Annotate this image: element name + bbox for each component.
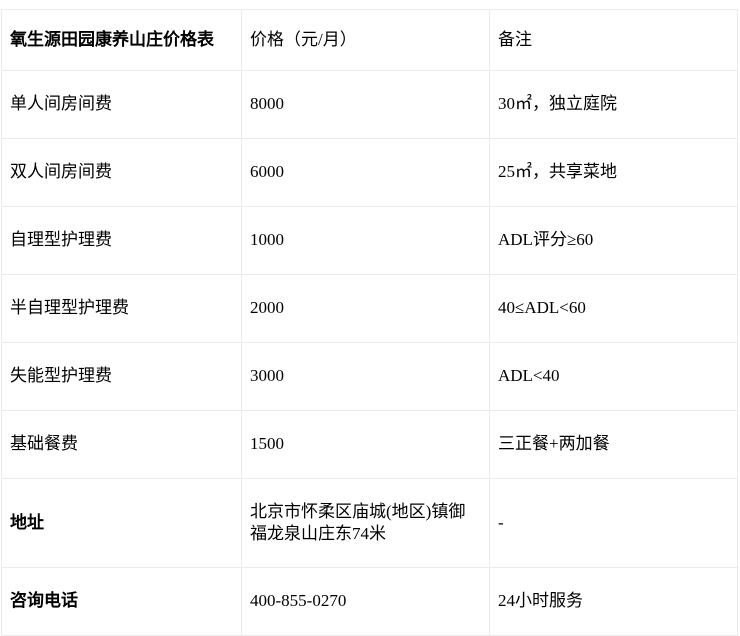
row-note: - — [489, 478, 738, 568]
row-price: 2000 — [241, 274, 490, 343]
address-value: 北京市怀柔区庙城(地区)镇御福龙泉山庄东74米 — [241, 478, 490, 568]
row-label: 单人间房间费 — [1, 70, 242, 139]
table-row-address: 地址 北京市怀柔区庙城(地区)镇御福龙泉山庄东74米 - — [1, 478, 738, 568]
row-note: 30㎡，独立庭院 — [489, 70, 738, 139]
row-price: 8000 — [241, 70, 490, 139]
table-row: 失能型护理费 3000 ADL<40 — [1, 342, 738, 411]
table-row: 基础餐费 1500 三正餐+两加餐 — [1, 410, 738, 479]
row-label: 双人间房间费 — [1, 138, 242, 207]
price-column-header: 价格（元/月） — [241, 9, 490, 71]
row-price: 1500 — [241, 410, 490, 479]
row-price: 6000 — [241, 138, 490, 207]
phone-number: 400-855-0270 — [241, 567, 490, 636]
row-price: 3000 — [241, 342, 490, 411]
table-row: 双人间房间费 6000 25㎡，共享菜地 — [1, 138, 738, 207]
table-title: 氧生源田园康养山庄价格表 — [1, 9, 242, 71]
row-note: 24小时服务 — [489, 567, 738, 636]
table-header-row: 氧生源田园康养山庄价格表 价格（元/月） 备注 — [1, 9, 738, 71]
row-label: 半自理型护理费 — [1, 274, 242, 343]
row-note: 三正餐+两加餐 — [489, 410, 738, 479]
row-note: 40≤ADL<60 — [489, 274, 738, 343]
row-label: 自理型护理费 — [1, 206, 242, 275]
row-note: 25㎡，共享菜地 — [489, 138, 738, 207]
row-price: 1000 — [241, 206, 490, 275]
row-label: 咨询电话 — [1, 567, 242, 636]
table-row: 半自理型护理费 2000 40≤ADL<60 — [1, 274, 738, 343]
note-column-header: 备注 — [489, 9, 738, 71]
table-row: 自理型护理费 1000 ADL评分≥60 — [1, 206, 738, 275]
row-label: 失能型护理费 — [1, 342, 242, 411]
row-label: 基础餐费 — [1, 410, 242, 479]
row-label: 地址 — [1, 478, 242, 568]
row-note: ADL评分≥60 — [489, 206, 738, 275]
table-row-phone: 咨询电话 400-855-0270 24小时服务 — [1, 567, 738, 636]
table-row: 单人间房间费 8000 30㎡，独立庭院 — [1, 70, 738, 139]
price-table: 氧生源田园康养山庄价格表 价格（元/月） 备注 单人间房间费 8000 30㎡，… — [1, 9, 738, 636]
row-note: ADL<40 — [489, 342, 738, 411]
